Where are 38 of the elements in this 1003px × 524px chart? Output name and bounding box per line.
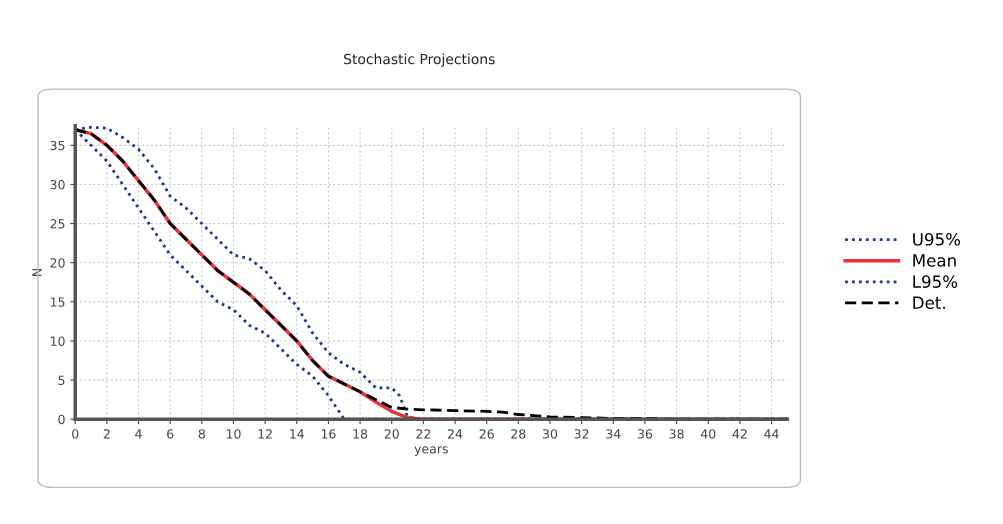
x-tick-label: 14 bbox=[290, 429, 305, 439]
x-tick-label: 24 bbox=[447, 429, 463, 439]
legend-label: Mean bbox=[913, 254, 956, 267]
legend-label: U95% bbox=[913, 233, 961, 246]
y-tick-label: 30 bbox=[50, 179, 65, 190]
x-tick-label: 16 bbox=[321, 429, 336, 439]
y-tick-label: 5 bbox=[58, 375, 65, 385]
x-axis-title: years bbox=[414, 446, 448, 456]
legend-label: Det. bbox=[913, 296, 945, 310]
x-tick-label: 30 bbox=[542, 429, 558, 439]
x-tick-label: 42 bbox=[732, 429, 747, 439]
x-tick-label: 28 bbox=[511, 429, 526, 439]
x-tick-label: 26 bbox=[479, 429, 494, 439]
chart-title: Stochastic Projections bbox=[344, 53, 495, 67]
y-tick-label: 10 bbox=[50, 336, 65, 346]
y-axis-title: N bbox=[32, 269, 42, 276]
x-tick-label: 34 bbox=[606, 429, 621, 439]
y-tick-label: 35 bbox=[50, 140, 65, 151]
y-tick-label: 25 bbox=[50, 219, 65, 229]
x-tick-label: 36 bbox=[637, 429, 653, 439]
x-tick-label: 8 bbox=[198, 429, 205, 439]
x-tick-label: 6 bbox=[167, 429, 174, 439]
y-tick-label: 0 bbox=[58, 414, 65, 425]
x-tick-label: 18 bbox=[353, 429, 368, 439]
x-tick-label: 2 bbox=[103, 429, 110, 439]
y-tick-label: 15 bbox=[50, 297, 65, 307]
x-tick-label: 40 bbox=[700, 429, 716, 439]
x-tick-label: 12 bbox=[258, 429, 272, 439]
y-tick-label: 20 bbox=[50, 258, 65, 268]
x-tick-label: 38 bbox=[669, 429, 684, 439]
x-tick-label: 20 bbox=[384, 429, 399, 439]
x-tick-label: 4 bbox=[135, 429, 142, 439]
legend-label: L95% bbox=[913, 275, 958, 288]
x-tick-label: 44 bbox=[764, 429, 779, 439]
x-tick-label: 32 bbox=[574, 429, 589, 439]
x-tick-label: 10 bbox=[226, 429, 241, 439]
x-tick-label: 0 bbox=[72, 429, 79, 439]
x-tick-label: 22 bbox=[416, 429, 431, 439]
